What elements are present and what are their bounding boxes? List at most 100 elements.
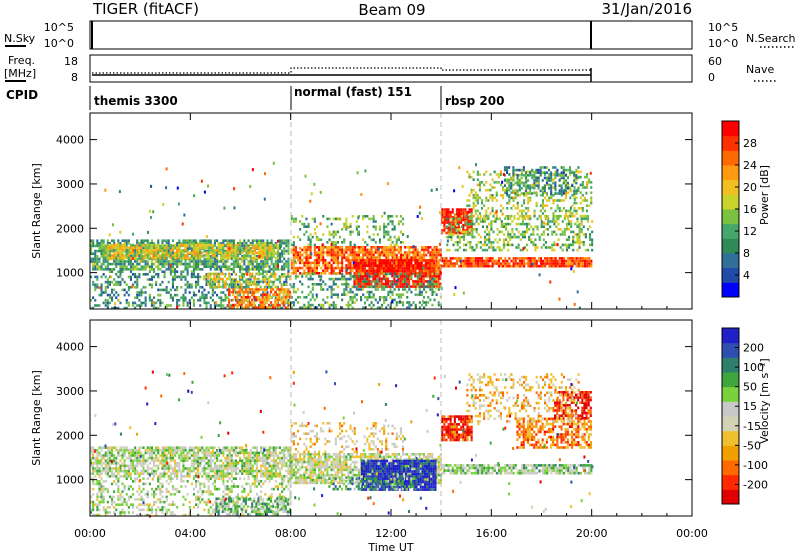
power-cell (414, 275, 416, 278)
power-cell (391, 262, 393, 265)
power-cell (498, 265, 500, 268)
power-cell (220, 273, 222, 276)
power-cell (326, 218, 328, 221)
power-cell (517, 169, 519, 172)
power-cell (398, 267, 400, 270)
power-cell (189, 245, 191, 248)
power-cell (381, 283, 383, 286)
power-cell (220, 260, 222, 263)
power-cell (366, 254, 368, 257)
power-cell (140, 244, 142, 247)
power-cell (496, 215, 498, 218)
power-cell (429, 275, 431, 278)
power-cell (566, 238, 568, 241)
power-cell (464, 211, 466, 214)
power-cell (511, 236, 513, 239)
power-cell (180, 296, 182, 299)
power-cell (233, 249, 235, 252)
power-cell (103, 254, 105, 257)
power-cell (383, 231, 385, 234)
power-cell (107, 265, 109, 268)
power-cell (285, 291, 287, 294)
nsky-label: N.Sky (4, 32, 36, 45)
power-cell (379, 265, 381, 268)
power-cell (389, 259, 391, 262)
power-cell (136, 291, 138, 294)
power-cell (128, 249, 130, 252)
power-cell (136, 260, 138, 263)
power-cell (459, 236, 461, 239)
power-cell (316, 246, 318, 249)
power-cell (322, 256, 324, 259)
power-cell (358, 246, 360, 249)
power-cell (195, 260, 197, 263)
power-cell (212, 249, 214, 252)
power-cell (222, 304, 224, 307)
power-cell (210, 263, 212, 266)
power-cell (360, 299, 362, 302)
power-cell (528, 238, 530, 241)
power-cell (419, 301, 421, 304)
power-cell (529, 187, 531, 190)
power-cell (427, 246, 429, 249)
power-cell (185, 296, 187, 299)
power-cell (389, 236, 391, 239)
power-cell (383, 301, 385, 304)
power-cell (574, 241, 576, 244)
power-cell (475, 212, 477, 215)
power-cell (201, 294, 203, 297)
power-cell (362, 278, 364, 281)
power-cell (561, 262, 563, 265)
power-cell (314, 267, 316, 270)
power-cell (293, 269, 295, 272)
power-cell (343, 238, 345, 241)
power-cell (466, 227, 468, 230)
power-cell (517, 177, 519, 180)
power-cell (107, 249, 109, 252)
power-cell (519, 189, 521, 192)
power-cell (538, 184, 540, 187)
power-cell (416, 283, 418, 286)
power-cell (239, 301, 241, 304)
power-cell (559, 192, 561, 195)
power-cell (486, 228, 488, 231)
power-cell (268, 254, 270, 257)
power-cell (579, 246, 581, 249)
power-cell (149, 252, 151, 255)
power-cell (394, 273, 396, 276)
power-cell (250, 252, 252, 255)
power-cell (543, 238, 545, 241)
power-cell (212, 252, 214, 255)
power-cell (476, 228, 478, 231)
power-cell (211, 278, 213, 281)
power-cell (262, 273, 264, 276)
power-cell (331, 304, 333, 307)
power-cell (406, 272, 408, 275)
power-cell (147, 249, 149, 252)
power-cell (584, 260, 586, 263)
power-cell (590, 262, 592, 265)
power-cell (492, 260, 494, 263)
power-cell (151, 286, 153, 289)
power-cell (281, 250, 283, 253)
power-cell (149, 278, 151, 281)
power-cell (285, 245, 287, 248)
power-cell (308, 264, 310, 267)
power-cell (385, 273, 387, 276)
power-cell (381, 262, 383, 265)
power-cell (477, 199, 479, 202)
cpid-segment-rbsp: rbsp 200 (445, 94, 504, 108)
power-cell (385, 231, 387, 234)
power-cell (273, 252, 275, 255)
power-cell (360, 256, 362, 259)
power-cell (354, 275, 356, 278)
power-cell (494, 197, 496, 200)
power-cell (341, 249, 343, 252)
power-cell (429, 256, 431, 259)
power-cell (427, 251, 429, 254)
power-cell (510, 182, 512, 185)
power-cell (98, 260, 100, 263)
power-cell (155, 273, 157, 276)
power-cell (103, 239, 105, 242)
